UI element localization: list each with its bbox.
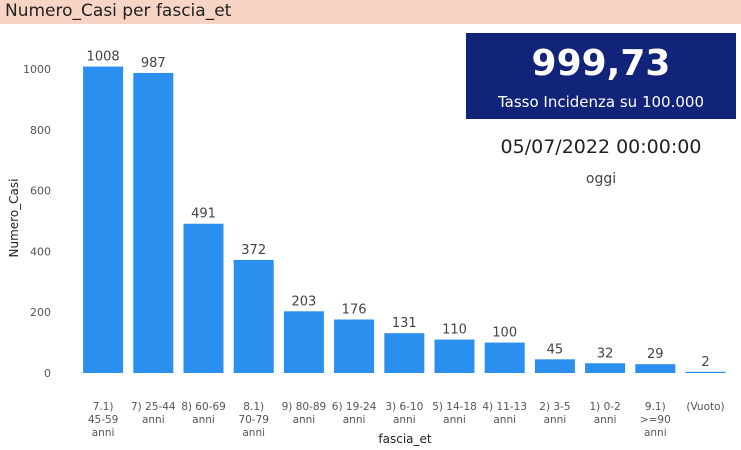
- x-tick-label: 45-59: [88, 414, 119, 426]
- bar[interactable]: [384, 333, 425, 373]
- x-tick-label: (Vuoto): [686, 401, 724, 413]
- y-axis-label: Numero_Casi: [7, 179, 21, 258]
- x-tick-label: anni: [493, 414, 516, 426]
- y-tick-label: 600: [30, 185, 51, 198]
- data-label: 29: [647, 347, 664, 362]
- y-tick-label: 200: [30, 306, 51, 319]
- incidence-value: 999,73: [531, 43, 671, 84]
- x-tick-label: anni: [594, 414, 617, 426]
- incidence-label: Tasso Incidenza su 100.000: [497, 93, 704, 111]
- bar[interactable]: [133, 72, 174, 373]
- data-label: 100: [492, 326, 517, 341]
- data-label: 1008: [87, 50, 120, 65]
- data-label: 45: [547, 342, 564, 357]
- bar[interactable]: [635, 364, 676, 373]
- data-label: 203: [291, 294, 316, 309]
- bar[interactable]: [434, 339, 475, 373]
- x-tick-label: anni: [142, 414, 165, 426]
- bar[interactable]: [183, 223, 224, 373]
- data-label: 110: [442, 323, 467, 338]
- bar[interactable]: [334, 319, 375, 373]
- x-tick-label: 9) 80-89: [282, 401, 327, 413]
- x-tick-label: 2) 3-5: [539, 401, 570, 413]
- x-tick-label: 4) 11-13: [482, 401, 527, 413]
- y-tick-label: 400: [30, 245, 51, 258]
- data-label: 2: [701, 355, 709, 370]
- x-tick-label: anni: [192, 414, 215, 426]
- x-tick-label: >=90: [640, 414, 671, 426]
- x-tick-label: 3) 6-10: [385, 401, 423, 413]
- bar[interactable]: [283, 311, 324, 373]
- y-tick-label: 1000: [23, 63, 51, 76]
- x-tick-label: anni: [393, 414, 416, 426]
- bar[interactable]: [534, 359, 575, 373]
- x-tick-label: anni: [644, 427, 667, 439]
- data-label: 491: [191, 207, 216, 222]
- date-value: 05/07/2022 00:00:00: [500, 136, 702, 158]
- x-tick-label: 8) 60-69: [181, 401, 226, 413]
- data-label: 131: [392, 316, 417, 331]
- bar[interactable]: [233, 259, 274, 373]
- title-bar: Numero_Casi per fascia_et: [0, 0, 741, 24]
- chart-title: Numero_Casi per fascia_et: [5, 1, 232, 21]
- x-tick-label: anni: [92, 427, 115, 439]
- data-label: 372: [241, 243, 266, 258]
- x-tick-label: 7.1): [93, 401, 114, 413]
- x-tick-label: 5) 14-18: [432, 401, 477, 413]
- x-tick-label: anni: [544, 414, 567, 426]
- bar[interactable]: [484, 342, 525, 373]
- bar-chart: 0 200 400 600 800 1000 Numero_Casi 1008 7.1)45-5…: [7, 50, 726, 446]
- bar[interactable]: [83, 66, 124, 374]
- data-label: 987: [141, 56, 166, 71]
- incidence-kpi-card[interactable]: 999,73 Tasso Incidenza su 100.000: [466, 33, 736, 119]
- x-tick-label: anni: [343, 414, 366, 426]
- x-tick-label: 70-79: [238, 414, 269, 426]
- x-tick-label: 8.1): [243, 401, 264, 413]
- data-label: 176: [342, 302, 367, 317]
- x-tick-label: anni: [293, 414, 316, 426]
- bar[interactable]: [585, 363, 626, 373]
- y-tick-label: 800: [30, 124, 51, 137]
- data-label: 32: [597, 346, 614, 361]
- x-tick-label: anni: [443, 414, 466, 426]
- x-tick-label: 7) 25-44: [131, 401, 176, 413]
- x-axis-label: fascia_et: [378, 432, 431, 446]
- x-tick-label: 9.1): [645, 401, 666, 413]
- y-tick-label: 0: [44, 367, 51, 380]
- x-tick-label: anni: [242, 427, 265, 439]
- x-tick-label: 6) 19-24: [332, 401, 377, 413]
- date-label: oggi: [585, 171, 617, 187]
- x-tick-label: 1) 0-2: [589, 401, 620, 413]
- bar[interactable]: [685, 371, 726, 373]
